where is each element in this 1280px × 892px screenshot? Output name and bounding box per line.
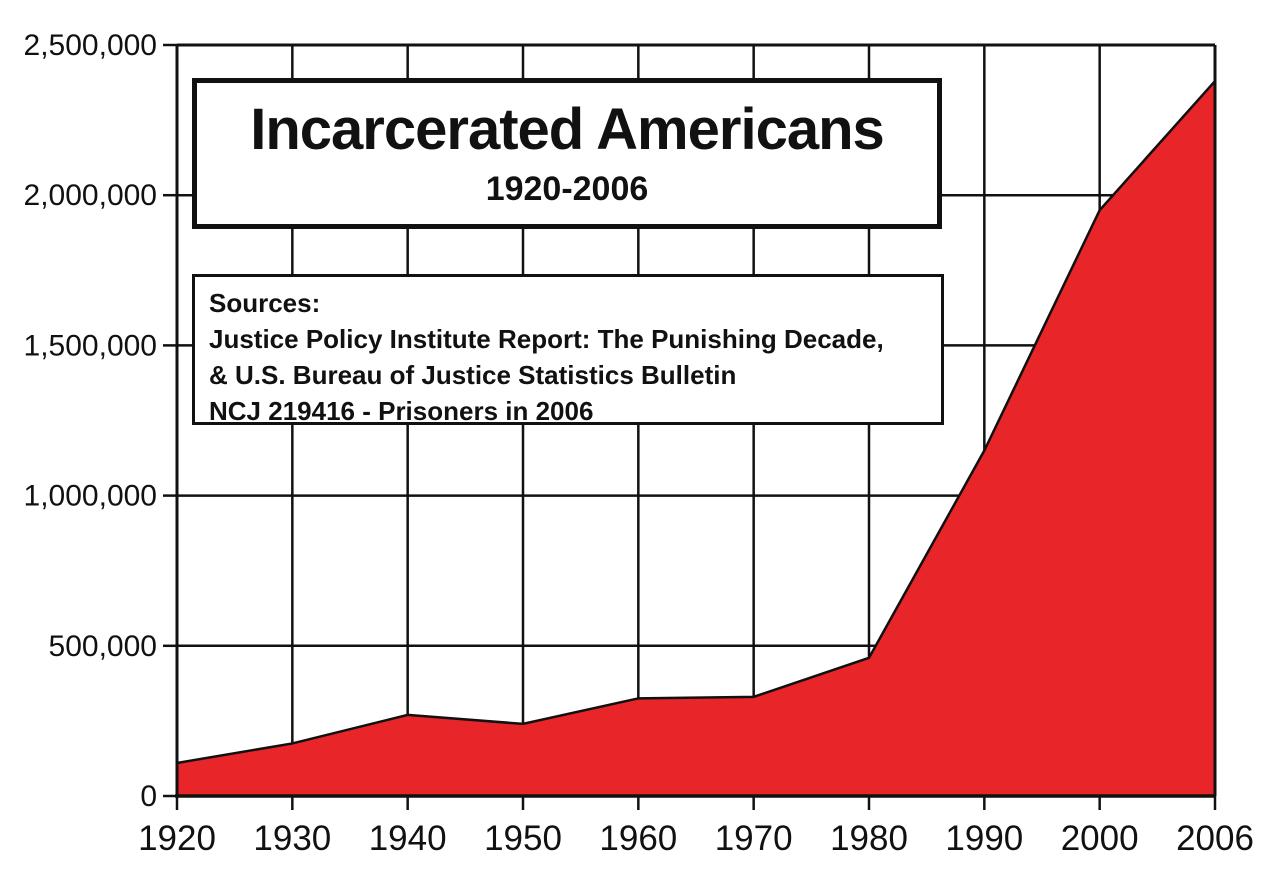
x-tick-label: 1990 xyxy=(945,819,1023,858)
x-axis-labels: 1920 1930 1940 1950 1960 1970 1980 1990 2000 2006 xyxy=(138,819,1254,858)
y-tick-label: 0 xyxy=(140,780,157,813)
source-line-2: & U.S. Bureau of Justice Statistics Bull… xyxy=(209,360,737,390)
y-tick-label: 2,000,000 xyxy=(24,179,157,212)
x-tick-label: 2006 xyxy=(1176,819,1254,858)
x-tick-label: 1980 xyxy=(830,819,908,858)
x-tick-label: 1960 xyxy=(599,819,677,858)
x-tick-label: 1950 xyxy=(484,819,562,858)
y-tick-label: 500,000 xyxy=(49,630,157,663)
x-tick-label: 1920 xyxy=(138,819,216,858)
y-tick-label: 2,500,000 xyxy=(24,29,157,62)
incarceration-area xyxy=(177,81,1215,797)
title-box: Incarcerated Americans 1920-2006 xyxy=(192,78,942,229)
chart-subtitle: 1920-2006 xyxy=(485,169,649,208)
y-tick-label: 1,000,000 xyxy=(24,480,157,513)
axes xyxy=(163,43,1217,810)
source-line-3: NCJ 219416 - Prisoners in 2006 xyxy=(209,396,594,426)
sources-box: Sources: Justice Policy Institute Report… xyxy=(192,274,944,426)
y-tick-label: 1,500,000 xyxy=(24,329,157,362)
source-line-1: Justice Policy Institute Report: The Pun… xyxy=(209,324,884,354)
x-tick-label: 2000 xyxy=(1061,819,1139,858)
x-tick-label: 1940 xyxy=(369,819,447,858)
chart-title: Incarcerated Americans xyxy=(250,96,885,162)
area-series xyxy=(176,80,1216,797)
sources-heading: Sources: xyxy=(209,288,321,318)
x-tick-label: 1970 xyxy=(715,819,793,858)
x-tick-label: 1930 xyxy=(253,819,331,858)
y-axis-labels: 0 500,000 1,000,000 1,500,000 2,000,000 2,500… xyxy=(24,29,157,813)
incarceration-line xyxy=(176,80,1216,765)
